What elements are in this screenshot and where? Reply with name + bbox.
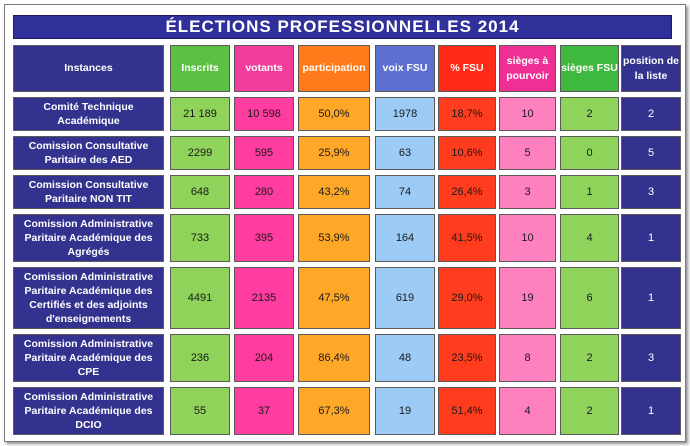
header-votants: votants (234, 45, 294, 92)
table-title: ÉLECTIONS PROFESSIONNELLES 2014 (13, 15, 672, 39)
cell-voix-fsu: 48 (375, 334, 435, 382)
cell-pct-fsu: 10,6% (438, 136, 496, 170)
cell-inscrits: 55 (170, 387, 230, 435)
header-voix-fsu: voix FSU (375, 45, 435, 92)
header-sieges-pourvoir: sièges à pourvoir (499, 45, 556, 92)
cell-sieges-fsu: 2 (560, 387, 619, 435)
cell-voix-fsu: 164 (375, 214, 435, 262)
cell-participation: 25,9% (298, 136, 370, 170)
cell-voix-fsu: 619 (375, 267, 435, 329)
cell-votants: 204 (234, 334, 294, 382)
cell-sieges-fsu: 0 (560, 136, 619, 170)
cell-sieges-fsu: 2 (560, 97, 619, 131)
cell-sieges-pourvoir: 5 (499, 136, 556, 170)
cell-sieges-pourvoir: 3 (499, 175, 556, 209)
cell-sieges-fsu: 4 (560, 214, 619, 262)
row-instance-label: Comission Administrative Paritaire Acadé… (13, 267, 164, 329)
cell-sieges-fsu: 1 (560, 175, 619, 209)
cell-participation: 53,9% (298, 214, 370, 262)
cell-pct-fsu: 51,4% (438, 387, 496, 435)
cell-inscrits: 2299 (170, 136, 230, 170)
cell-pct-fsu: 23,5% (438, 334, 496, 382)
cell-votants: 280 (234, 175, 294, 209)
cell-votants: 37 (234, 387, 294, 435)
cell-participation: 67,3% (298, 387, 370, 435)
cell-participation: 47,5% (298, 267, 370, 329)
row-instance-label: Comission Administrative Paritaire Acadé… (13, 387, 164, 435)
cell-position: 2 (621, 97, 681, 131)
cell-position: 1 (621, 267, 681, 329)
cell-inscrits: 4491 (170, 267, 230, 329)
cell-participation: 86,4% (298, 334, 370, 382)
cell-votants: 10 598 (234, 97, 294, 131)
cell-inscrits: 236 (170, 334, 230, 382)
cell-position: 5 (621, 136, 681, 170)
cell-position: 1 (621, 214, 681, 262)
header-inscrits: Inscrits (170, 45, 230, 92)
cell-pct-fsu: 29,0% (438, 267, 496, 329)
header-sieges-fsu: sièges FSU (560, 45, 619, 92)
cell-sieges-fsu: 2 (560, 334, 619, 382)
header-position: position de la liste (621, 45, 681, 92)
cell-votants: 2135 (234, 267, 294, 329)
cell-inscrits: 733 (170, 214, 230, 262)
cell-position: 3 (621, 334, 681, 382)
cell-sieges-fsu: 6 (560, 267, 619, 329)
cell-pct-fsu: 26,4% (438, 175, 496, 209)
cell-voix-fsu: 19 (375, 387, 435, 435)
row-instance-label: Comission Consultative Paritaire des AED (13, 136, 164, 170)
cell-sieges-pourvoir: 8 (499, 334, 556, 382)
cell-voix-fsu: 63 (375, 136, 435, 170)
row-instance-label: Comission Administrative Paritaire Acadé… (13, 214, 164, 262)
cell-pct-fsu: 18,7% (438, 97, 496, 131)
cell-participation: 50,0% (298, 97, 370, 131)
cell-votants: 395 (234, 214, 294, 262)
cell-sieges-pourvoir: 19 (499, 267, 556, 329)
header-participation: participation (298, 45, 370, 92)
cell-inscrits: 648 (170, 175, 230, 209)
row-instance-label: Comission Administrative Paritaire Acadé… (13, 334, 164, 382)
cell-sieges-pourvoir: 10 (499, 214, 556, 262)
cell-participation: 43,2% (298, 175, 370, 209)
cell-sieges-pourvoir: 10 (499, 97, 556, 131)
header-pct-fsu: % FSU (438, 45, 496, 92)
cell-sieges-pourvoir: 4 (499, 387, 556, 435)
cell-voix-fsu: 1978 (375, 97, 435, 131)
cell-position: 3 (621, 175, 681, 209)
cell-position: 1 (621, 387, 681, 435)
row-instance-label: Comité Technique Académique (13, 97, 164, 131)
header-instance: Instances (13, 45, 164, 92)
cell-inscrits: 21 189 (170, 97, 230, 131)
cell-pct-fsu: 41,5% (438, 214, 496, 262)
row-instance-label: Comission Consultative Paritaire NON TIT (13, 175, 164, 209)
cell-votants: 595 (234, 136, 294, 170)
cell-voix-fsu: 74 (375, 175, 435, 209)
